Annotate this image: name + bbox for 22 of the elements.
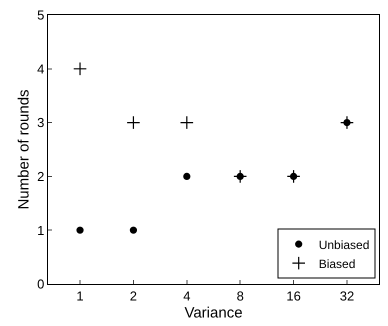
x-tick-label: 1 [76, 288, 84, 304]
point [73, 62, 87, 76]
y-tick-label: 4 [37, 61, 44, 76]
legend-label: Biased [318, 256, 356, 271]
y-tick-label: 2 [37, 168, 44, 184]
x-tick-label: 8 [236, 288, 244, 304]
legend-label: Unbiased [318, 238, 370, 252]
y-tick-label: 0 [37, 276, 44, 292]
x-tick-label: 2 [130, 288, 138, 304]
point [180, 116, 194, 130]
x-tick-label: 32 [340, 288, 354, 304]
y-tick-label: 1 [37, 222, 44, 238]
x-tick-label: 16 [286, 288, 301, 304]
x-axis-title: Variance [184, 304, 243, 322]
y-axis-title: Number of rounds [15, 89, 32, 210]
point [183, 172, 190, 180]
x-tick-label: 4 [183, 288, 190, 304]
y-tick-label: 3 [37, 115, 44, 130]
point [126, 116, 140, 130]
y-tick-label: 5 [37, 8, 44, 23]
point [130, 226, 138, 234]
point [76, 226, 84, 234]
